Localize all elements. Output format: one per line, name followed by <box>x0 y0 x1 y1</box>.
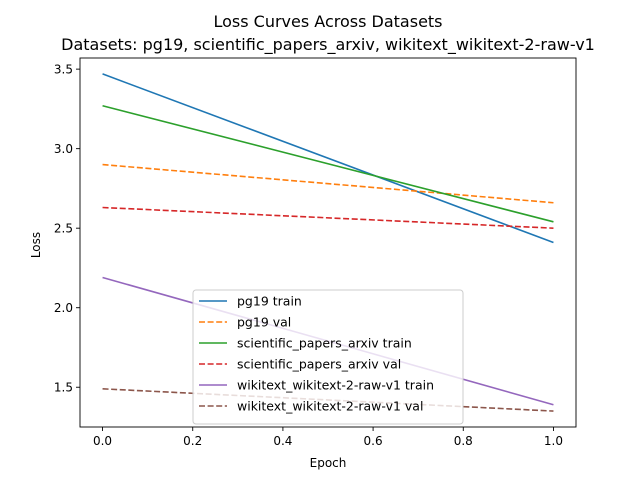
x-tick-label: 0.4 <box>273 434 292 448</box>
x-tick-label: 1.0 <box>544 434 563 448</box>
x-axis-label: Epoch <box>310 456 347 470</box>
y-tick-label: 3.5 <box>54 63 73 77</box>
axes-layer: 0.0 0.2 0.4 0.6 0.8 1.0 1.5 2.0 2.5 3.0 3.5 <box>54 57 577 448</box>
x-tick-label: 0.0 <box>93 434 112 448</box>
x-tick-label: 0.2 <box>183 434 202 448</box>
legend-label-5: wikitext_wikitext-2-raw-v1 val <box>237 399 423 414</box>
x-tick-label: 0.8 <box>454 434 473 448</box>
series-line-1 <box>102 163 554 204</box>
chart-subtitle: Datasets: pg19, scientific_papers_arxiv,… <box>61 35 595 55</box>
y-axis-label: Loss <box>29 232 43 258</box>
series-line-2 <box>102 104 554 223</box>
legend-label-4: wikitext_wikitext-2-raw-v1 train <box>237 378 434 393</box>
chart-title: Loss Curves Across Datasets <box>213 12 442 31</box>
y-tick-label: 2.5 <box>54 222 73 236</box>
axes-frame <box>79 57 577 428</box>
legend-label-3: scientific_papers_arxiv val <box>237 357 401 372</box>
y-tick-label: 2.0 <box>54 301 73 315</box>
x-tick-label: 0.6 <box>364 434 383 448</box>
legend-label-0: pg19 train <box>237 294 302 309</box>
legend-box <box>192 289 464 425</box>
series-line-0 <box>102 73 554 244</box>
legend-label-2: scientific_papers_arxiv train <box>237 336 412 351</box>
y-tick-label: 1.5 <box>54 381 73 395</box>
legend-label-1: pg19 val <box>237 315 291 330</box>
y-tick-label: 3.0 <box>54 142 73 156</box>
legend: pg19 train pg19 val scientific_papers_arxi… <box>192 289 464 425</box>
series-line-3 <box>102 206 554 229</box>
